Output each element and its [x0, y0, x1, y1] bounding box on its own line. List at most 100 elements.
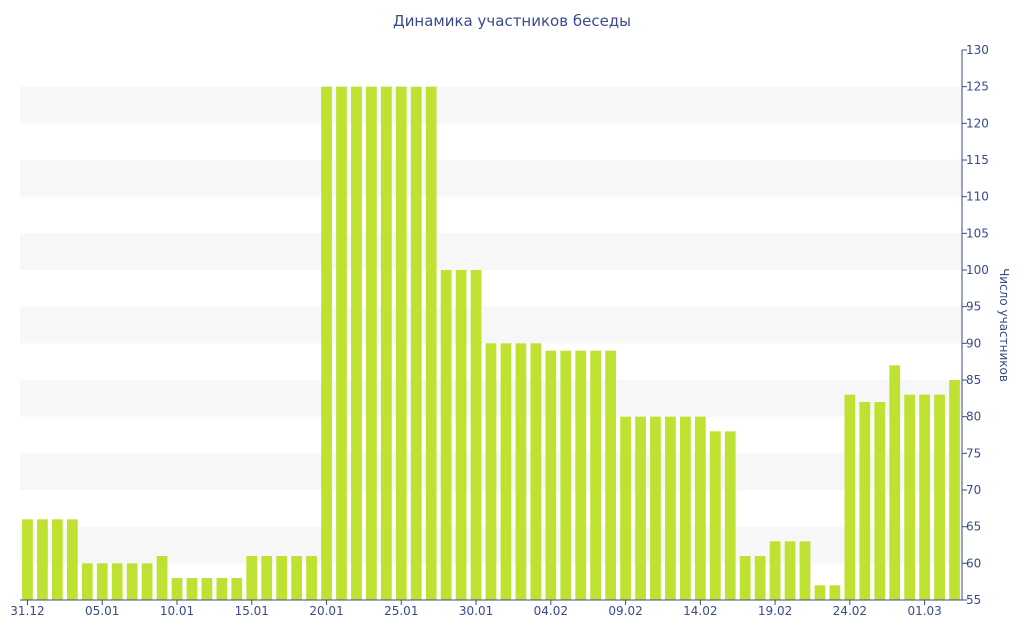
- x-tick-label: 25.01: [384, 604, 418, 618]
- bar: [380, 86, 392, 600]
- bar: [859, 402, 871, 600]
- bar: [934, 394, 945, 600]
- y-tick-label: 115: [966, 153, 989, 167]
- bar: [261, 556, 273, 600]
- bar: [485, 343, 497, 600]
- bar: [784, 541, 796, 600]
- bar: [620, 416, 631, 600]
- x-axis-ticks: 31.12 05.01 10.01 15.01 20.01 25.01 30.01 04.02…: [10, 600, 942, 618]
- bar: [470, 270, 482, 600]
- y-tick-label: 55: [966, 593, 981, 607]
- bar: [22, 519, 33, 600]
- bar: [276, 556, 288, 600]
- bar: [51, 519, 63, 600]
- y-tick-label: 85: [966, 373, 981, 387]
- bar: [186, 578, 198, 600]
- bar: [156, 556, 168, 600]
- bar: [665, 416, 676, 600]
- bar: [919, 394, 931, 600]
- bar: [530, 343, 542, 600]
- y-tick-label: 90: [966, 336, 981, 350]
- bar: [81, 563, 93, 600]
- x-tick-label: 10.01: [160, 604, 194, 618]
- bar: [37, 519, 48, 600]
- bar: [455, 270, 467, 600]
- grid-band: [20, 233, 962, 270]
- y-tick-label: 105: [966, 226, 989, 240]
- grid-band: [20, 86, 962, 124]
- y-axis-title: Число участников: [997, 268, 1011, 382]
- bar: [724, 431, 736, 600]
- y-tick-label: 80: [966, 410, 981, 424]
- bar: [306, 556, 317, 600]
- bar: [365, 86, 377, 600]
- bar: [709, 431, 721, 600]
- x-tick-label: 05.01: [85, 604, 119, 618]
- grid-band: [20, 160, 962, 197]
- bar: [440, 270, 452, 600]
- bar: [545, 350, 557, 600]
- x-tick-label: 04.02: [534, 604, 568, 618]
- bar: [126, 563, 138, 600]
- y-tick-label: 75: [966, 446, 981, 460]
- y-tick-label: 70: [966, 483, 981, 497]
- y-tick-label: 125: [966, 80, 989, 94]
- chart-title: Динамика участников беседы: [392, 12, 632, 30]
- bar: [650, 416, 661, 600]
- bar: [679, 416, 691, 600]
- y-tick-label: 130: [966, 43, 989, 57]
- x-tick-label: 20.01: [309, 604, 343, 618]
- x-tick-label: 31.12: [10, 604, 44, 618]
- bar: [96, 563, 108, 600]
- bar: [904, 394, 916, 600]
- bar: [560, 350, 572, 600]
- bar: [814, 585, 826, 600]
- bar: [635, 416, 646, 600]
- bar: [246, 556, 258, 600]
- bar: [425, 86, 437, 600]
- bar: [231, 578, 243, 600]
- bar: [141, 563, 153, 600]
- bar: [799, 541, 811, 600]
- bar: [739, 556, 751, 600]
- bar: [605, 350, 617, 600]
- y-tick-label: 95: [966, 300, 981, 314]
- x-tick-label: 01.03: [907, 604, 941, 618]
- bar: [949, 380, 960, 600]
- y-tick-label: 100: [966, 263, 989, 277]
- bar: [171, 578, 183, 600]
- bar: [410, 86, 422, 600]
- y-tick-label: 60: [966, 556, 981, 570]
- bar: [111, 563, 123, 600]
- bar: [216, 578, 228, 600]
- bar: [66, 519, 78, 600]
- bar: [889, 365, 901, 600]
- x-tick-label: 09.02: [608, 604, 642, 618]
- y-tick-label: 110: [966, 190, 989, 204]
- bar: [590, 350, 602, 600]
- x-tick-label: 15.01: [235, 604, 269, 618]
- grid-bands: [20, 86, 962, 564]
- bar: [395, 86, 407, 600]
- bar: [515, 343, 527, 600]
- x-tick-label: 19.02: [758, 604, 792, 618]
- bar: [336, 86, 347, 600]
- bars: [22, 86, 960, 600]
- bar: [321, 86, 332, 600]
- y-axis-ticks: 55 60 65 70 75 80 85 90 95 100 105 110 115 120 125 130: [962, 43, 989, 607]
- bar: [769, 541, 781, 600]
- x-tick-label: 14.02: [683, 604, 717, 618]
- grid-band: [20, 306, 962, 344]
- y-tick-label: 65: [966, 520, 981, 534]
- bar: [874, 402, 886, 600]
- x-tick-label: 30.01: [459, 604, 493, 618]
- y-tick-label: 120: [966, 116, 989, 130]
- bar: [844, 394, 856, 600]
- bar: [754, 556, 766, 600]
- bar: [694, 416, 706, 600]
- x-tick-label: 24.02: [833, 604, 867, 618]
- bar: [351, 86, 362, 600]
- bar: [575, 350, 587, 600]
- bar: [291, 556, 303, 600]
